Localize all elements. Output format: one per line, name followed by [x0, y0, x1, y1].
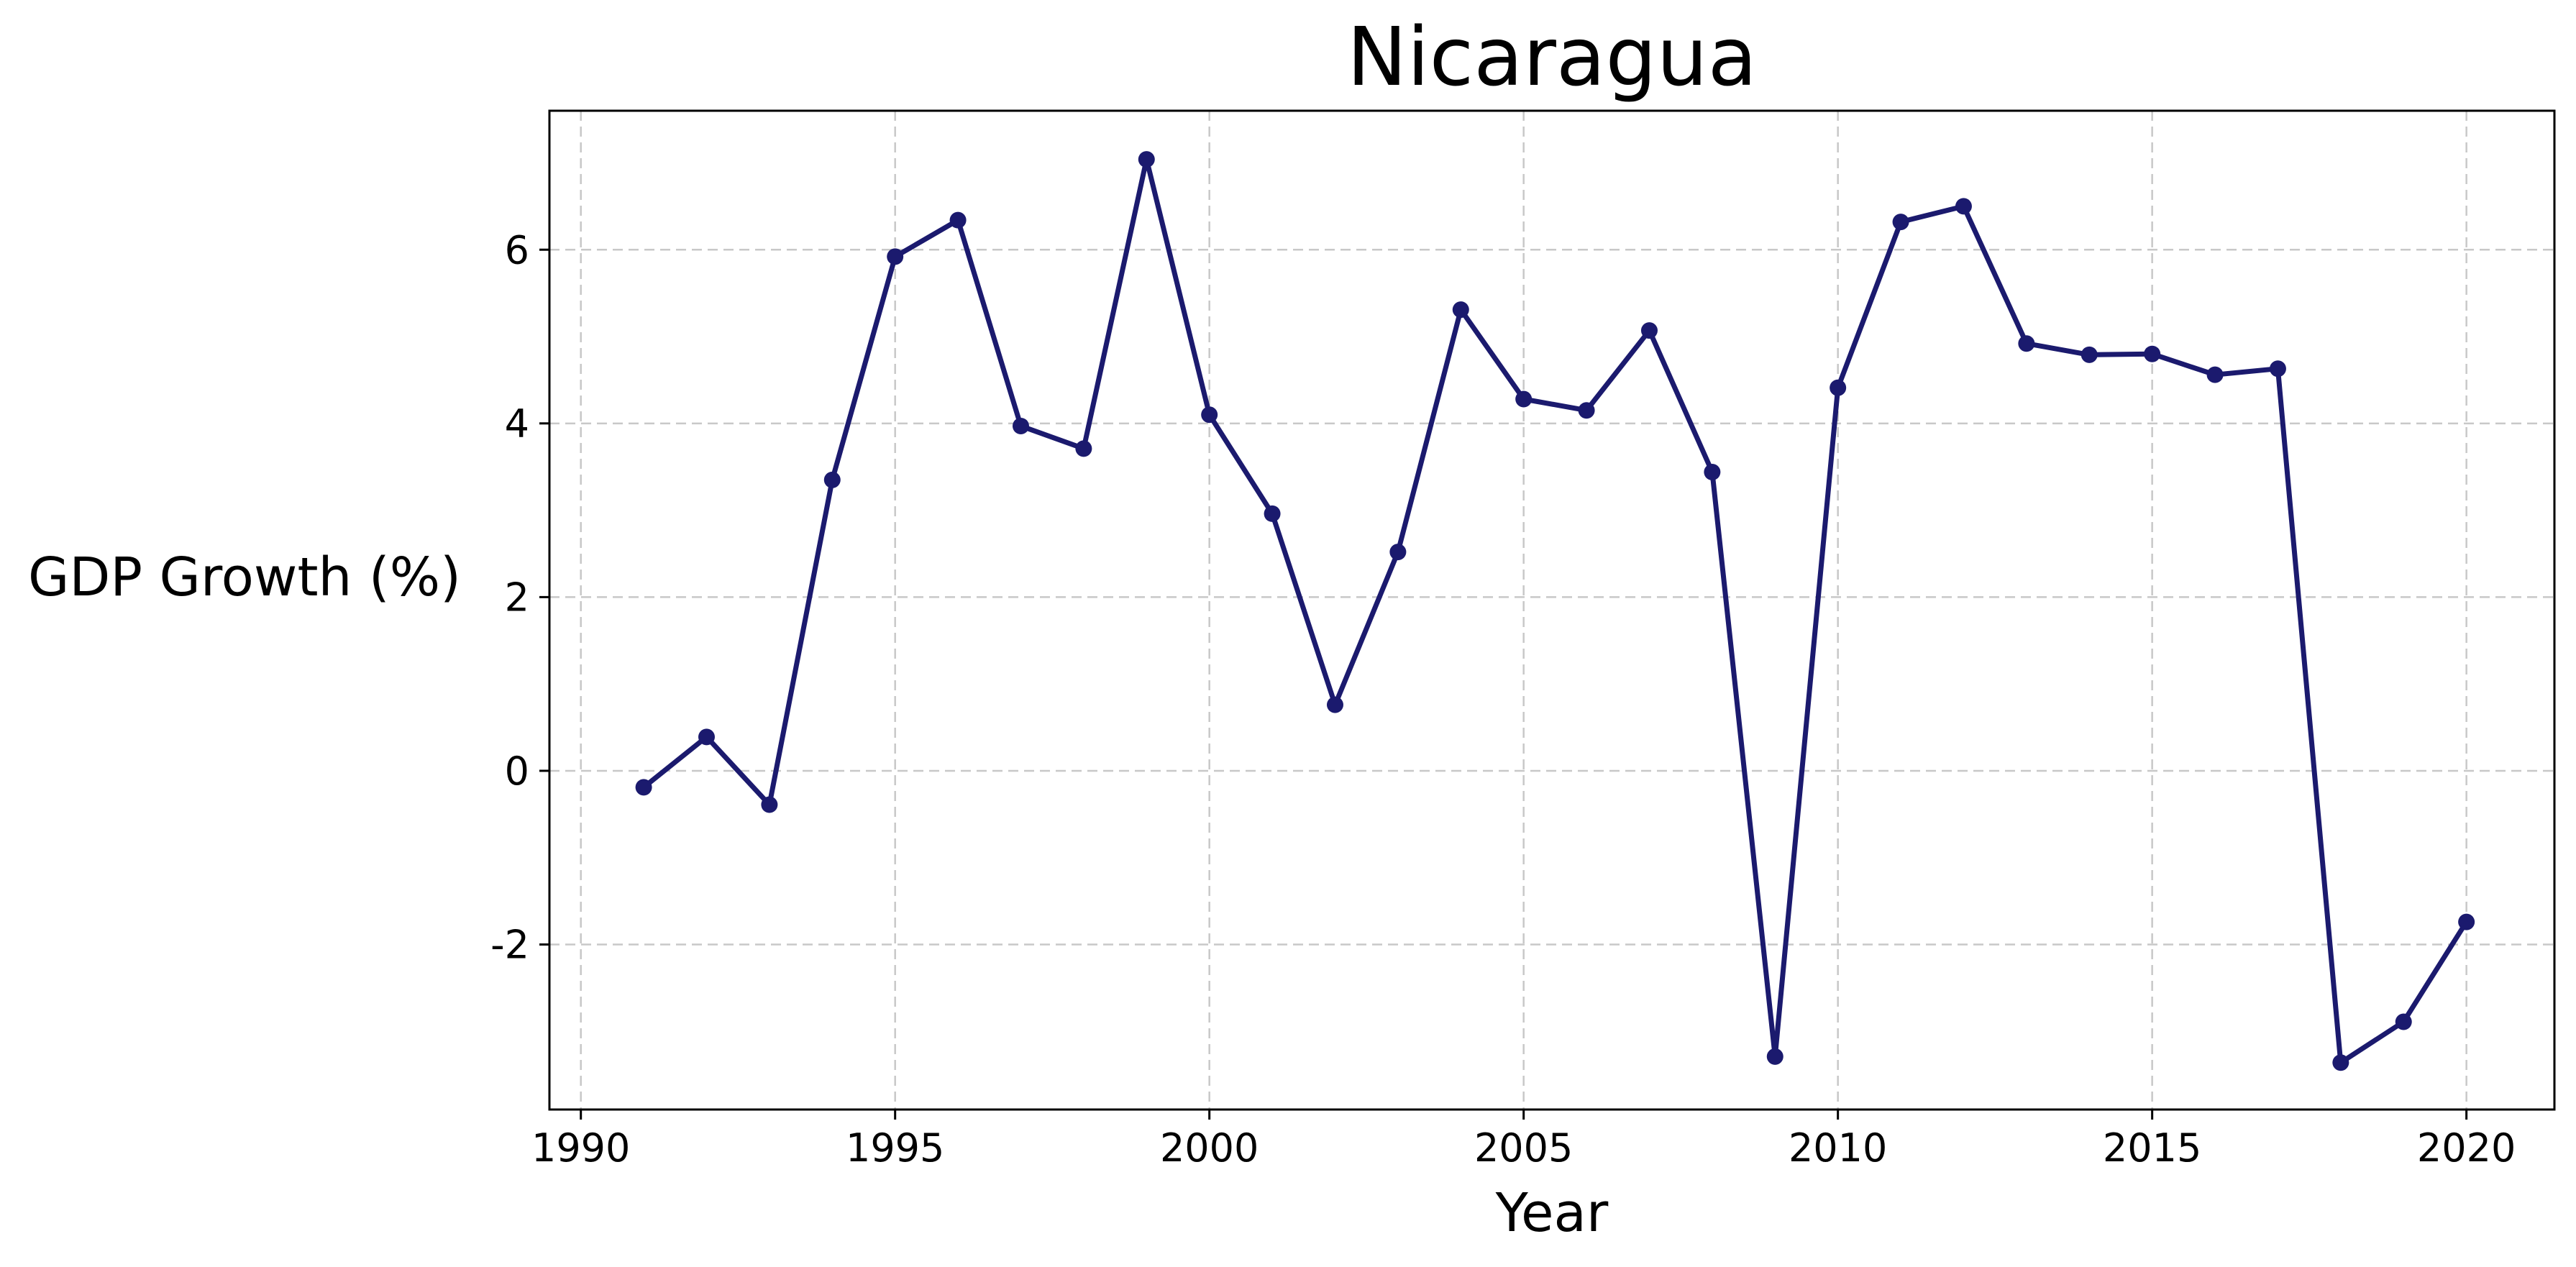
- data-point: [2081, 346, 2098, 363]
- data-point: [1892, 214, 1909, 231]
- y-tick-label: -2: [490, 923, 529, 968]
- data-point: [1012, 417, 1029, 434]
- series-line: [635, 151, 2475, 1071]
- data-point: [2458, 913, 2475, 930]
- data-point: [2332, 1054, 2349, 1071]
- data-point: [1326, 696, 1343, 713]
- x-tick-label: 1995: [846, 1125, 944, 1171]
- x-axis-label: Year: [1495, 1182, 1609, 1244]
- data-point: [2206, 366, 2224, 383]
- data-point: [698, 728, 715, 746]
- x-tick-label: 2000: [1160, 1125, 1259, 1171]
- data-point: [2395, 1013, 2412, 1030]
- series-line-path: [641, 157, 2469, 1066]
- chart-title: Nicaragua: [1347, 11, 1758, 104]
- y-tick-label: 2: [505, 575, 529, 620]
- grid-lines: [549, 111, 2554, 1110]
- data-point: [2018, 335, 2035, 352]
- data-point: [1640, 322, 1658, 339]
- data-point: [1955, 198, 1972, 215]
- data-point: [823, 471, 841, 488]
- data-point: [1766, 1048, 1783, 1065]
- data-point: [1830, 379, 1847, 396]
- y-tick-label: 4: [505, 401, 529, 447]
- x-tick-label: 2020: [2417, 1125, 2516, 1171]
- y-tick-label: 6: [505, 227, 529, 273]
- x-tick-label: 1990: [531, 1125, 630, 1171]
- data-point: [1264, 505, 1281, 522]
- plot-frame: [548, 109, 2556, 1111]
- data-point: [1075, 440, 1092, 457]
- data-point: [761, 796, 778, 813]
- data-point: [1452, 301, 1469, 319]
- data-point: [1138, 151, 1155, 168]
- data-point: [949, 211, 967, 229]
- data-point: [1201, 406, 1218, 424]
- data-point: [1389, 544, 1407, 561]
- data-point: [2144, 345, 2161, 362]
- y-tick-label: 0: [505, 749, 529, 794]
- data-point: [1704, 463, 1721, 480]
- data-point: [1515, 390, 1533, 408]
- axes: 1990 1995 2000 2005 2010 2015 2020 -2 0 2 4 6: [490, 109, 2556, 1171]
- data-point: [1578, 402, 1595, 419]
- data-point: [2269, 360, 2286, 378]
- x-tick-label: 2015: [2103, 1125, 2201, 1171]
- x-tick-label: 2010: [1789, 1125, 1887, 1171]
- data-point: [635, 779, 652, 796]
- x-tick-label: 2005: [1474, 1125, 1573, 1171]
- data-point: [887, 248, 904, 265]
- y-axis-label: GDP Growth (%): [28, 546, 461, 608]
